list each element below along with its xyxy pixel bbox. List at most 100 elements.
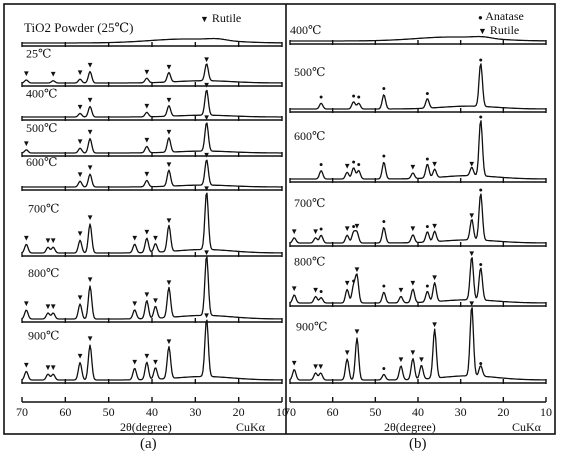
rutile-peak-marker: ▼ bbox=[290, 227, 298, 236]
panel-b-radiation: CuKα bbox=[512, 420, 542, 434]
panel-a-radiation: CuKα bbox=[236, 420, 266, 434]
xrd-pattern-line bbox=[289, 257, 546, 304]
trace-group: 400℃ bbox=[289, 23, 547, 45]
rutile-peak-marker: ▼ bbox=[468, 160, 476, 169]
rutile-peak-marker: ▼ bbox=[343, 224, 351, 233]
rutile-peak-marker: ▼ bbox=[131, 357, 139, 366]
x-tick-label: 30 bbox=[189, 405, 201, 419]
rutile-peak-marker: ▼ bbox=[353, 327, 361, 336]
rutile-peak-marker: ▼ bbox=[203, 113, 211, 122]
rutile-peak-marker: ▼ bbox=[143, 352, 151, 361]
xrd-pattern-line bbox=[290, 35, 546, 42]
trace-group: ▼ ▼ ●▼ ●▼● ▼▼ ●▼▼●800℃ bbox=[289, 249, 547, 307]
rutile-peak-marker: ▼ bbox=[417, 355, 425, 364]
panel-a-xlabel: 2θ(degree) bbox=[120, 420, 172, 434]
anatase-peak-marker: ● bbox=[479, 261, 483, 269]
xrd-pattern-line bbox=[21, 192, 282, 254]
rutile-peak-marker: ▼ bbox=[203, 81, 211, 90]
rutile-peak-marker: ▼ bbox=[76, 170, 84, 179]
rutile-peak-marker: ▼ bbox=[143, 102, 151, 111]
rutile-peak-marker: ▼ bbox=[317, 362, 325, 371]
trace-group: ▼ ▼▼▼▼▼▼▼▼▼800℃ bbox=[21, 248, 283, 323]
trace-group: ▼ ▼▼▼▼▼▼▼▼▼700℃ bbox=[21, 184, 283, 257]
x-tick-label: 20 bbox=[497, 405, 509, 419]
trace-group: ▼ ▼▼▼▼▼▼▼▼▼900℃ bbox=[21, 311, 283, 384]
panel-b-label: (b) bbox=[409, 436, 427, 452]
trace-group: ▼ ▼▼▼▼●▼▼▼▼▼●900℃ bbox=[289, 299, 547, 384]
panel-a-label: (a) bbox=[140, 436, 157, 452]
panel-b-legend-anatase: ● Anatase bbox=[478, 9, 524, 23]
x-tick-label: 10 bbox=[276, 405, 288, 419]
trace-temperature-label: 700℃ bbox=[294, 196, 325, 210]
trace-group: ▼▼▼▼▼400℃ bbox=[21, 81, 283, 121]
rutile-peak-marker: ▼ bbox=[353, 265, 361, 274]
anatase-peak-marker: ● bbox=[351, 277, 355, 285]
rutile-peak-marker: ▼ bbox=[409, 224, 417, 233]
anatase-peak-marker: ● bbox=[382, 217, 386, 225]
anatase-marker-icon: ● bbox=[478, 13, 483, 22]
rutile-peak-marker: ▼ bbox=[290, 284, 298, 293]
rutile-peak-marker: ▼ bbox=[22, 360, 30, 369]
rutile-peak-marker: ▼ bbox=[165, 337, 173, 346]
rutile-peak-marker: ▼ bbox=[44, 363, 52, 372]
xrd-pattern-line bbox=[289, 193, 546, 244]
rutile-peak-marker: ▼ bbox=[49, 363, 57, 372]
xrd-pattern-line bbox=[21, 63, 282, 84]
anatase-peak-marker: ● bbox=[319, 161, 323, 169]
rutile-peak-marker: ▼ bbox=[431, 160, 439, 169]
rutile-peak-marker: ▼ bbox=[203, 311, 211, 320]
rutile-peak-marker: ▼ bbox=[76, 293, 84, 302]
rutile-peak-marker: ▼ bbox=[343, 348, 351, 357]
anatase-peak-marker: ● bbox=[425, 155, 429, 163]
figure-frame bbox=[3, 3, 556, 435]
anatase-peak-marker: ● bbox=[319, 93, 323, 101]
anatase-peak-marker: ● bbox=[479, 186, 483, 194]
rutile-peak-marker: ▼ bbox=[22, 139, 30, 148]
xrd-pattern-line bbox=[290, 120, 546, 180]
xrd-pattern-line bbox=[22, 37, 282, 44]
rutile-peak-marker: ▼ bbox=[49, 70, 57, 79]
rutile-marker-icon: ▼ bbox=[200, 14, 209, 24]
trace-temperature-label: 700℃ bbox=[28, 202, 59, 216]
anatase-peak-marker: ● bbox=[425, 223, 429, 231]
trace-temperature-label: 400℃ bbox=[26, 87, 57, 101]
rutile-peak-marker: ▼ bbox=[431, 320, 439, 329]
trace-temperature-label: 900℃ bbox=[28, 329, 59, 343]
rutile-peak-marker: ▼ bbox=[165, 160, 173, 169]
trace-temperature-label: 25℃ bbox=[26, 47, 51, 61]
anatase-peak-marker: ● bbox=[382, 152, 386, 160]
rutile-peak-marker: ▼ bbox=[76, 137, 84, 146]
trace-temperature-label: 600℃ bbox=[294, 129, 325, 143]
trace-temperature-label: 600℃ bbox=[26, 155, 57, 169]
x-tick-label: 20 bbox=[233, 405, 245, 419]
xrd-pattern-line bbox=[289, 307, 546, 381]
x-tick-label: 40 bbox=[412, 405, 424, 419]
xrd-pattern-line bbox=[22, 159, 282, 188]
rutile-peak-marker: ▼ bbox=[203, 248, 211, 257]
trace-group bbox=[21, 37, 283, 47]
rutile-peak-marker: ▼ bbox=[152, 296, 160, 305]
rutile-peak-marker: ▼ bbox=[86, 275, 94, 284]
rutile-peak-marker: ▼ bbox=[76, 229, 84, 238]
rutile-marker-icon: ▼ bbox=[478, 26, 487, 36]
rutile-peak-marker: ▼ bbox=[468, 211, 476, 220]
rutile-peak-marker: ▼ bbox=[468, 299, 476, 308]
trace-group: ▼▼▼▼▼600℃ bbox=[21, 150, 283, 191]
rutile-peak-marker: ▼ bbox=[44, 302, 52, 311]
rutile-peak-marker: ▼ bbox=[409, 348, 417, 357]
rutile-peak-marker: ▼ bbox=[143, 290, 151, 299]
rutile-peak-marker: ▼ bbox=[76, 352, 84, 361]
rutile-peak-marker: ▼ bbox=[86, 213, 94, 222]
rutile-peak-marker: ▼ bbox=[143, 136, 151, 145]
rutile-peak-marker: ▼ bbox=[22, 233, 30, 242]
rutile-peak-marker: ▼ bbox=[76, 102, 84, 111]
anatase-peak-marker: ● bbox=[425, 89, 429, 97]
x-tick-label: 50 bbox=[369, 405, 381, 419]
rutile-peak-marker: ▼ bbox=[203, 55, 211, 64]
x-tick-label: 70 bbox=[284, 405, 296, 419]
rutile-peak-marker: ▼ bbox=[86, 96, 94, 105]
rutile-peak-marker: ▼ bbox=[165, 278, 173, 287]
x-tick-label: 50 bbox=[103, 405, 115, 419]
rutile-peak-marker: ▼ bbox=[22, 69, 30, 78]
rutile-peak-marker: ▼ bbox=[165, 128, 173, 137]
